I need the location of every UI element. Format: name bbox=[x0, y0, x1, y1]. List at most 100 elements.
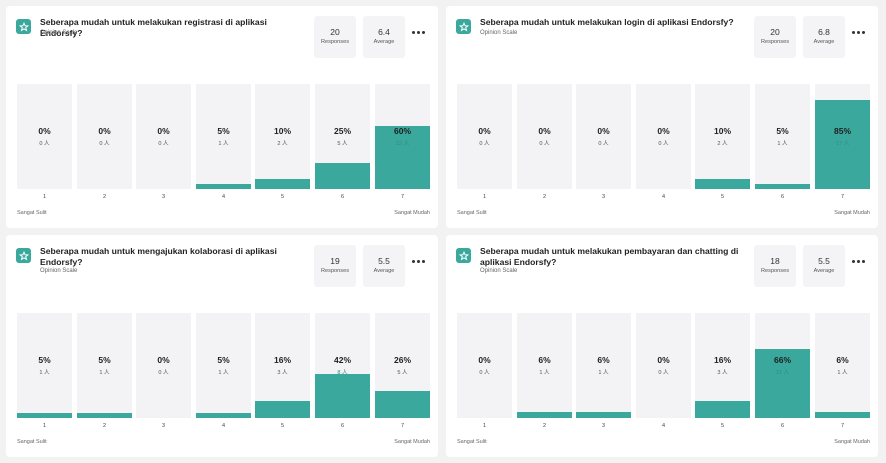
responses-label: Responses bbox=[761, 268, 789, 274]
option-percent: 0% bbox=[157, 126, 170, 136]
scale-option-column: 25% 5 人 bbox=[315, 84, 370, 189]
scale-option-column: 0% 0 人 bbox=[136, 313, 191, 418]
average-label: Average bbox=[813, 39, 835, 45]
option-percent: 0% bbox=[597, 126, 610, 136]
scale-tick-label: 2 bbox=[542, 194, 547, 200]
scale-tick-label: 5 bbox=[720, 423, 725, 429]
option-count: 12 人 bbox=[395, 141, 410, 147]
responses-label: Responses bbox=[321, 268, 349, 274]
option-count: 8 人 bbox=[337, 370, 348, 376]
option-count: 0 人 bbox=[479, 370, 490, 376]
option-count: 12 人 bbox=[775, 370, 790, 376]
scale-tick-label: 5 bbox=[720, 194, 725, 200]
scale-tick-label: 7 bbox=[400, 194, 405, 200]
option-count: 1 人 bbox=[598, 370, 609, 376]
scale-high-label: Sangat Mudah bbox=[394, 439, 430, 445]
scale-option-column: 26% 5 人 bbox=[375, 313, 430, 418]
scale-option-column: 6% 1 人 bbox=[517, 313, 572, 418]
response-bar bbox=[17, 412, 72, 418]
scale-tick-label: 4 bbox=[661, 423, 666, 429]
option-count: 2 人 bbox=[277, 141, 288, 147]
scale-tick-label: 2 bbox=[542, 423, 547, 429]
option-percent: 85% bbox=[833, 126, 851, 136]
option-count: 0 人 bbox=[158, 141, 169, 147]
scale-tick-label: 6 bbox=[780, 194, 785, 200]
response-bar bbox=[815, 411, 870, 418]
more-options-icon[interactable] bbox=[852, 256, 866, 266]
option-percent: 5% bbox=[776, 126, 789, 136]
scale-tick-label: 1 bbox=[42, 194, 47, 200]
response-bar bbox=[315, 162, 370, 189]
response-bar bbox=[196, 183, 251, 189]
responses-count: 20 bbox=[330, 27, 340, 37]
scale-tick-label: 5 bbox=[280, 194, 285, 200]
opinion-scale-chart: 0% 0 人 0% 0 人 0% 0 人 5% 1 人 10% 2 人 25% 5 人 60% 12 人 bbox=[17, 84, 430, 189]
scale-option-column: 0% 0 人 bbox=[457, 313, 512, 418]
scale-option-column: 5% 1 人 bbox=[755, 84, 810, 189]
scale-tick-label: 4 bbox=[661, 194, 666, 200]
option-count: 0 人 bbox=[39, 141, 50, 147]
scale-option-column: 16% 3 人 bbox=[695, 313, 750, 418]
option-count: 0 人 bbox=[539, 141, 550, 147]
scale-tick-label: 1 bbox=[482, 423, 487, 429]
option-percent: 6% bbox=[538, 355, 551, 365]
star-icon bbox=[456, 248, 471, 263]
option-count: 1 人 bbox=[39, 370, 50, 376]
option-percent: 0% bbox=[657, 126, 670, 136]
scale-tick-label: 2 bbox=[102, 194, 107, 200]
scale-tick-label: 3 bbox=[601, 194, 606, 200]
scale-tick-label: 2 bbox=[102, 423, 107, 429]
question-type: Opinion Scale bbox=[40, 30, 78, 36]
option-count: 3 人 bbox=[277, 370, 288, 376]
average-value: 5.5 bbox=[378, 256, 390, 266]
scale-option-column: 10% 2 人 bbox=[695, 84, 750, 189]
question-card: Seberapa mudah untuk melakukan pembayara… bbox=[446, 235, 878, 457]
responses-count: 18 bbox=[770, 256, 780, 266]
scale-option-column: 5% 1 人 bbox=[196, 313, 251, 418]
response-bar bbox=[255, 178, 310, 189]
more-options-icon[interactable] bbox=[852, 27, 866, 37]
question-type: Opinion Scale bbox=[40, 268, 78, 274]
response-bar bbox=[375, 390, 430, 418]
opinion-scale-chart: 5% 1 人 5% 1 人 0% 0 人 5% 1 人 16% 3 人 42% 8 人 26% 5 人 bbox=[17, 313, 430, 418]
average-value: 5.5 bbox=[818, 256, 830, 266]
response-bar bbox=[755, 183, 810, 189]
more-options-icon[interactable] bbox=[412, 256, 426, 266]
scale-option-column: 0% 0 人 bbox=[457, 84, 512, 189]
average-value: 6.8 bbox=[818, 27, 830, 37]
option-count: 2 人 bbox=[717, 141, 728, 147]
response-bar bbox=[196, 412, 251, 418]
option-percent: 42% bbox=[333, 355, 351, 365]
responses-count: 20 bbox=[770, 27, 780, 37]
average-label: Average bbox=[373, 39, 395, 45]
scale-option-column: 60% 12 人 bbox=[375, 84, 430, 189]
option-percent: 0% bbox=[657, 355, 670, 365]
scale-tick-label: 3 bbox=[601, 423, 606, 429]
response-bar bbox=[576, 411, 631, 418]
average-value: 6.4 bbox=[378, 27, 390, 37]
question-type: Opinion Scale bbox=[480, 268, 518, 274]
option-percent: 16% bbox=[273, 355, 291, 365]
scale-tick-label: 7 bbox=[840, 194, 845, 200]
scale-option-column: 0% 0 人 bbox=[77, 84, 132, 189]
option-percent: 0% bbox=[478, 355, 491, 365]
response-bar bbox=[695, 401, 750, 418]
option-count: 1 人 bbox=[99, 370, 110, 376]
scale-low-label: Sangat Sulit bbox=[457, 439, 487, 445]
question-title: Seberapa mudah untuk melakukan pembayara… bbox=[480, 246, 739, 267]
more-options-icon[interactable] bbox=[412, 27, 426, 37]
scale-option-column: 5% 1 人 bbox=[196, 84, 251, 189]
option-percent: 10% bbox=[273, 126, 291, 136]
scale-option-column: 42% 8 人 bbox=[315, 313, 370, 418]
average-stat: 5.5 Average bbox=[363, 245, 405, 287]
option-percent: 0% bbox=[157, 355, 170, 365]
scale-option-column: 6% 1 人 bbox=[576, 313, 631, 418]
scale-tick-label: 1 bbox=[482, 194, 487, 200]
scale-option-column: 6% 1 人 bbox=[815, 313, 870, 418]
star-icon bbox=[16, 19, 31, 34]
scale-tick-label: 6 bbox=[340, 194, 345, 200]
scale-tick-label: 1 bbox=[42, 423, 47, 429]
option-count: 17 人 bbox=[835, 141, 850, 147]
star-icon bbox=[16, 248, 31, 263]
response-bar bbox=[815, 99, 870, 189]
